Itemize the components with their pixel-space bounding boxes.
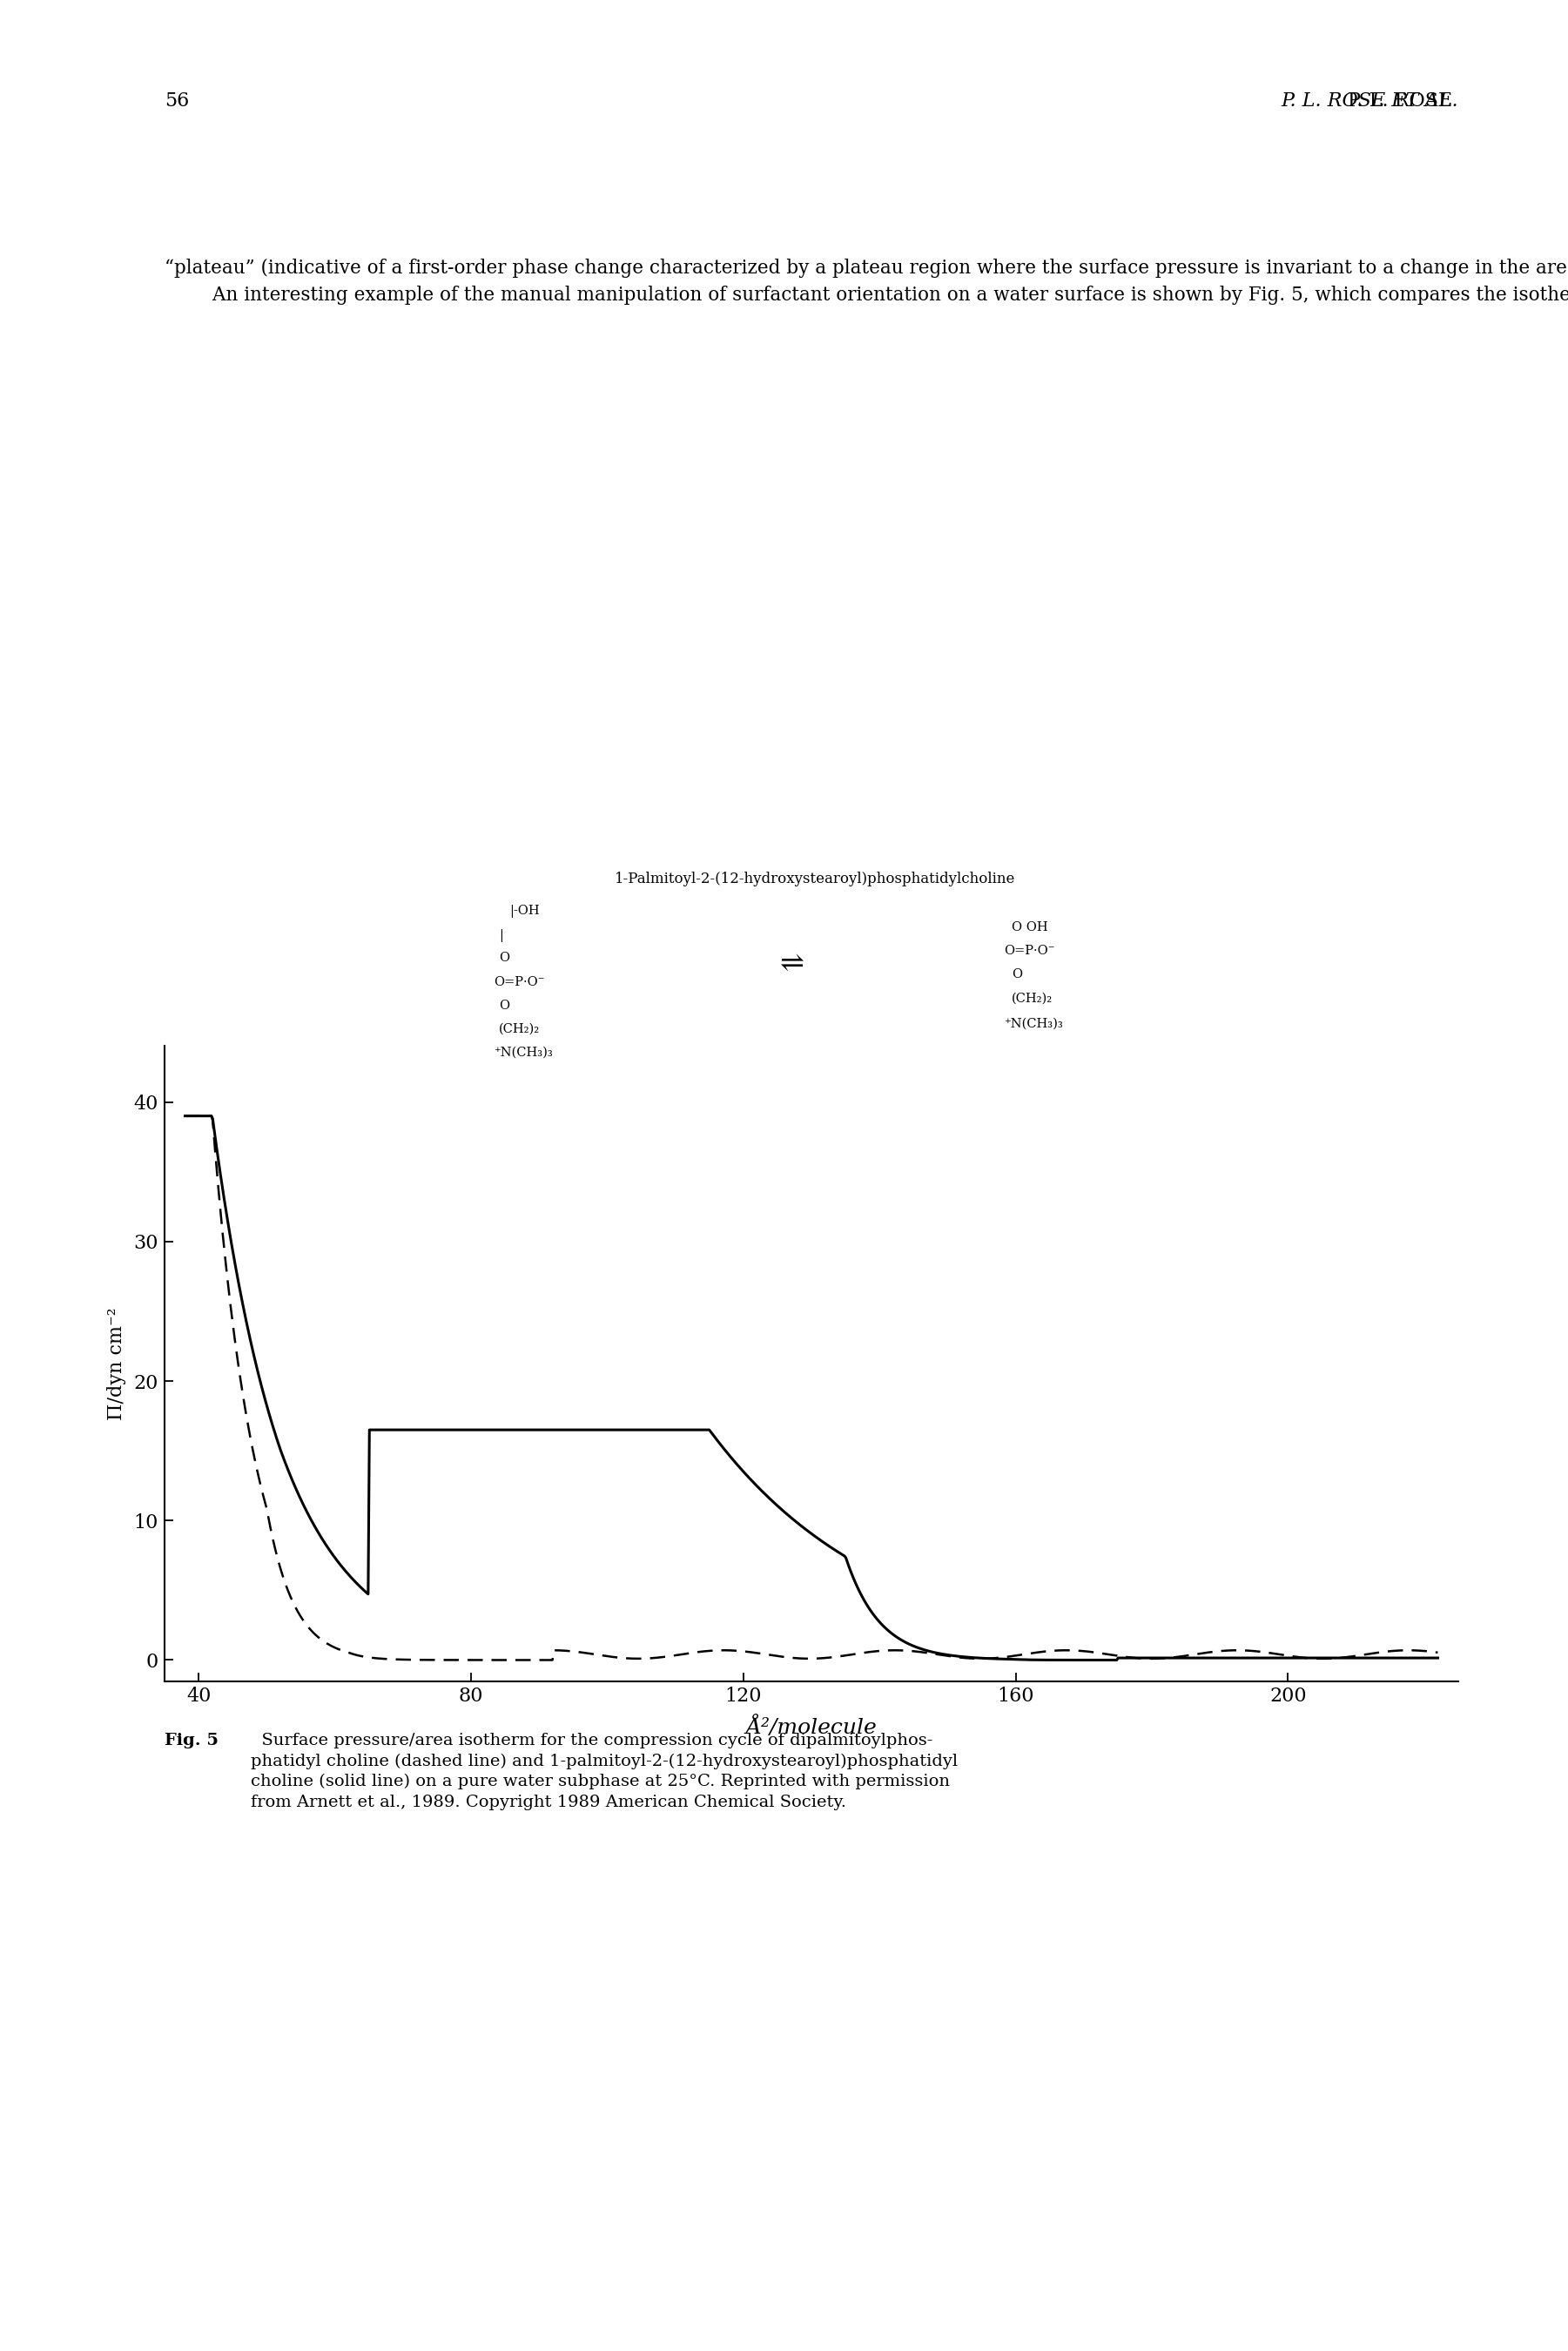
Text: |: | [499,929,503,943]
Text: P. L. ROSE: P. L. ROSE [1347,92,1458,110]
Text: ⇌: ⇌ [779,950,804,978]
Text: ⁺N(CH₃)₃: ⁺N(CH₃)₃ [1004,1018,1063,1030]
Text: |-OH: |-OH [510,905,539,919]
Text: (CH₂)₂: (CH₂)₂ [1011,992,1052,1004]
X-axis label: Å²/molecule: Å²/molecule [746,1716,877,1737]
Text: ⁺N(CH₃)₃: ⁺N(CH₃)₃ [494,1046,554,1058]
Text: Surface pressure/area isotherm for the compression cycle of dipalmitoylphos-
pha: Surface pressure/area isotherm for the c… [251,1733,958,1810]
Text: O: O [499,952,510,964]
Text: Fig. 5: Fig. 5 [165,1733,218,1749]
Text: O=P·O⁻: O=P·O⁻ [494,976,544,987]
Text: “plateau” (indicative of a first-order phase change characterized by a plateau r: “plateau” (indicative of a first-order p… [165,259,1568,306]
Text: O: O [1011,969,1022,980]
Text: O: O [499,999,510,1011]
Y-axis label: Π/dyn cm⁻²: Π/dyn cm⁻² [107,1307,127,1420]
Text: P. L. ROSE ET AL.: P. L. ROSE ET AL. [1281,92,1458,110]
Text: O=P·O⁻: O=P·O⁻ [1004,945,1054,957]
Text: O OH: O OH [1011,922,1047,933]
Text: 1-Palmitoyl-2-(12-hydroxystearoyl)phosphatidylcholine: 1-Palmitoyl-2-(12-hydroxystearoyl)phosph… [615,872,1016,886]
Text: (CH₂)₂: (CH₂)₂ [499,1023,539,1034]
Text: 56: 56 [165,92,190,110]
